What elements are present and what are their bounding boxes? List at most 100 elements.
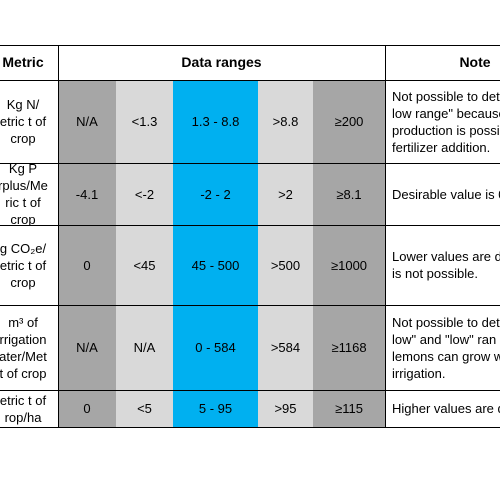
row-border xyxy=(0,45,500,46)
notes-cell: Lower values are d is not possible. xyxy=(385,225,500,305)
range-cell: <-2 xyxy=(116,163,173,225)
text-line: production is possi xyxy=(392,122,500,138)
text-line: Metric xyxy=(2,54,44,70)
metric-cell: Kg P rplus/Me ric t of crop xyxy=(0,163,58,225)
text-line: rrigation xyxy=(0,331,47,347)
text-line: <1.3 xyxy=(131,114,158,129)
text-line: >8.8 xyxy=(272,114,299,129)
range-cell: 5 - 95 xyxy=(173,390,258,427)
text-line: N/A xyxy=(76,114,98,129)
text-line: ≥115 xyxy=(335,401,363,416)
range-cell: <45 xyxy=(116,225,173,305)
text-line: 0 - 584 xyxy=(195,340,236,355)
row-border xyxy=(0,305,500,306)
range-cell: -4.1 xyxy=(58,163,116,225)
text-line: >95 xyxy=(274,401,297,416)
header-metric: Metric xyxy=(0,45,58,80)
text-line: ≥1168 xyxy=(331,340,367,355)
metric-cell: g CO₂e/etric t of crop xyxy=(0,225,58,305)
text-line: N/A xyxy=(76,340,98,355)
text-line: t of crop xyxy=(0,365,47,381)
header-notes: Note xyxy=(385,45,500,80)
text-line: etric t of xyxy=(0,114,47,129)
range-cell: <5 xyxy=(116,390,173,427)
range-cell: 0 - 584 xyxy=(173,305,258,390)
text-line: m³ of xyxy=(8,314,38,330)
range-cell: 0 xyxy=(58,390,116,427)
header-data-ranges: Data ranges xyxy=(58,45,385,80)
range-cell: ≥1000 xyxy=(313,225,385,305)
range-cell: ≥1168 xyxy=(313,305,385,390)
row-border xyxy=(0,427,500,428)
metric-cell: m³ of rrigation ater/Met t of crop xyxy=(0,305,58,390)
text-line: Desirable value is 0 xyxy=(392,186,500,202)
text-line: crop xyxy=(10,274,36,290)
range-cell: 45 - 500 xyxy=(173,225,258,305)
metric-cell: etric t of rop/ha xyxy=(0,390,58,427)
text-line: ≥8.1 xyxy=(336,186,362,202)
text-line: 0 xyxy=(83,257,91,273)
text-line: -4.1 xyxy=(75,186,99,202)
range-cell: <1.3 xyxy=(116,80,173,163)
row-border xyxy=(0,390,500,391)
text-line: rplus/Me xyxy=(0,178,48,193)
range-cell: >8.8 xyxy=(258,80,313,163)
notes-cell: Not possible to det low" and "low" ran lem… xyxy=(385,305,500,390)
text-line: is not possible. xyxy=(392,266,478,281)
range-cell: N/A xyxy=(116,305,173,390)
notes-cell: Desirable value is 0 xyxy=(385,163,500,225)
row-border xyxy=(0,163,500,164)
row-border xyxy=(0,225,500,226)
range-cell: ≥200 xyxy=(313,80,385,163)
row-border xyxy=(0,80,500,81)
text-line: 1.3 - 8.8 xyxy=(191,114,240,129)
text-line: Note xyxy=(459,54,491,70)
text-line: crop xyxy=(10,212,36,225)
text-line: <5 xyxy=(137,401,152,416)
text-line: Kg P xyxy=(8,163,38,176)
text-line: irrigation. xyxy=(392,365,446,381)
range-cell: N/A xyxy=(58,80,116,163)
range-cell: >584 xyxy=(258,305,313,390)
text-line: <45 xyxy=(133,257,156,273)
text-line: Data ranges xyxy=(181,54,262,70)
text-line: lemons can grow w xyxy=(392,348,500,364)
range-cell: >500 xyxy=(258,225,313,305)
text-line: rop/ha xyxy=(4,409,42,425)
range-cell: >95 xyxy=(258,390,313,427)
text-line: >2 xyxy=(278,186,293,202)
notes-cell: Not possible to det low range" because pro… xyxy=(385,80,500,163)
text-line: Higher values are d xyxy=(392,401,500,416)
range-cell: 1.3 - 8.8 xyxy=(173,80,258,163)
text-line: Not possible to det xyxy=(392,88,500,104)
range-cell: ≥115 xyxy=(313,390,385,427)
text-line: ater/Met xyxy=(0,348,47,364)
text-line: low range" because xyxy=(392,105,500,121)
text-line: g CO₂e/ xyxy=(0,240,47,256)
range-cell: 0 xyxy=(58,225,116,305)
text-line: N/A xyxy=(133,340,156,355)
text-line: 45 - 500 xyxy=(191,257,240,273)
range-cell: >2 xyxy=(258,163,313,225)
text-line: Lower values are d xyxy=(392,249,500,264)
text-line: crop xyxy=(10,131,36,146)
text-line: low" and "low" ran xyxy=(392,331,497,347)
text-line: 0 xyxy=(83,401,91,416)
range-cell: ≥8.1 xyxy=(313,163,385,225)
text-line: fertilizer addition. xyxy=(392,139,491,155)
text-line: 5 - 95 xyxy=(198,401,233,416)
text-line: Not possible to det xyxy=(392,314,500,330)
text-line: >584 xyxy=(270,340,301,355)
text-line: >500 xyxy=(270,257,301,273)
notes-cell: Higher values are d xyxy=(385,390,500,427)
text-line: <-2 xyxy=(134,186,155,202)
column-border xyxy=(385,45,386,428)
column-border xyxy=(58,45,59,428)
text-line: etric t of xyxy=(0,392,47,408)
text-line: ≥1000 xyxy=(330,257,368,273)
range-cell: -2 - 2 xyxy=(173,163,258,225)
text-line: ≥200 xyxy=(334,114,364,129)
range-cell: N/A xyxy=(58,305,116,390)
text-line: -2 - 2 xyxy=(200,186,231,202)
